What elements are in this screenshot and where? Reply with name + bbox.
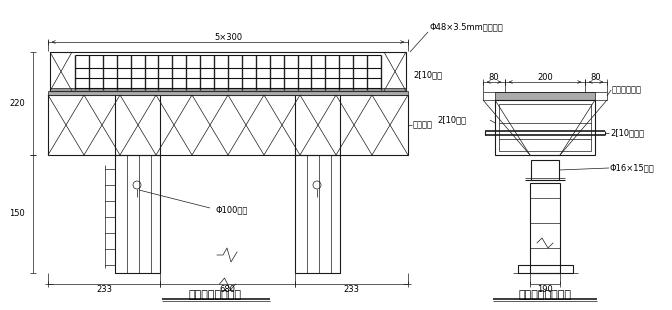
Bar (518, 265, 573, 273)
Text: 80: 80 (489, 73, 499, 82)
Text: 680: 680 (220, 285, 235, 294)
Text: 钢棒现浇盖梁侧面: 钢棒现浇盖梁侧面 (519, 290, 571, 300)
Text: 2[10背箱: 2[10背箱 (438, 116, 467, 125)
Text: 150: 150 (9, 210, 25, 219)
Bar (115, 155, 160, 273)
Bar (530, 183, 560, 273)
Text: 80: 80 (591, 73, 601, 82)
Text: Φ16×15砂筒: Φ16×15砂筒 (610, 163, 655, 172)
Bar (50, 88, 406, 91)
Text: 190: 190 (537, 285, 553, 294)
Bar (48, 95, 408, 155)
Bar (495, 100, 595, 155)
Text: 233: 233 (343, 285, 360, 294)
Bar (531, 160, 559, 180)
Text: 贝雷支架: 贝雷支架 (413, 121, 433, 130)
Bar (483, 92, 607, 100)
Text: 2[10背箱: 2[10背箱 (413, 70, 442, 79)
Text: Φ100钢棒: Φ100钢棒 (215, 206, 247, 215)
Bar (495, 92, 595, 100)
Bar (50, 52, 406, 91)
Text: 花篮螺丝拉杆: 花篮螺丝拉杆 (612, 86, 642, 95)
Text: 钢棒现浇盖梁正面: 钢棒现浇盖梁正面 (189, 290, 241, 300)
Text: 2[10小横梁: 2[10小横梁 (610, 129, 644, 138)
Text: 233: 233 (96, 285, 112, 294)
Bar (499, 104, 591, 151)
Text: 220: 220 (9, 99, 25, 108)
Text: 200: 200 (537, 73, 553, 82)
Text: Φ48×3.5mm钢管护栏: Φ48×3.5mm钢管护栏 (430, 22, 504, 31)
Bar (48, 91, 408, 95)
Text: 5×300: 5×300 (214, 33, 242, 42)
Bar (295, 155, 340, 273)
